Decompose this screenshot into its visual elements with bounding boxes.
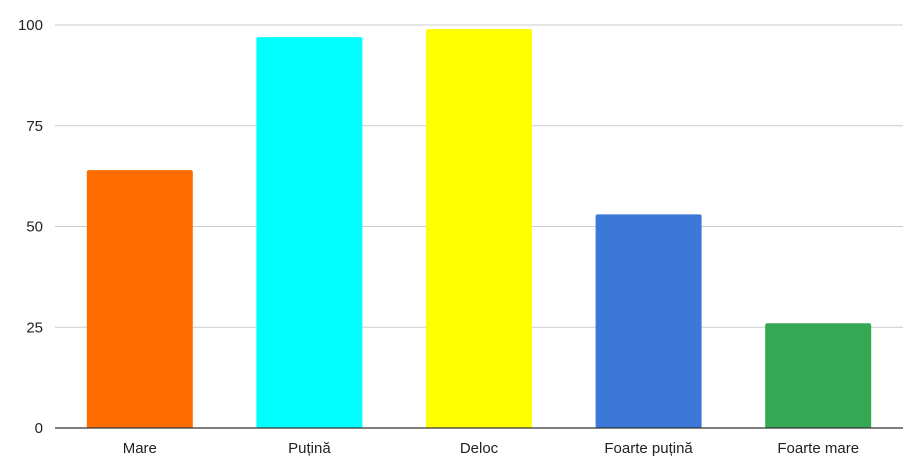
x-tick-label: Puțină (288, 440, 331, 457)
y-axis-ticks: 0 25 50 75 100 (18, 17, 43, 437)
x-axis-ticks: Mare Puțină Deloc Foarte puțină Foarte mare (123, 440, 859, 457)
y-tick-label: 50 (26, 219, 43, 236)
bar-foarte-mare (765, 323, 872, 428)
bar-deloc (426, 29, 532, 429)
x-tick-label: Mare (123, 440, 157, 457)
y-tick-label: 100 (18, 17, 43, 34)
x-tick-label: Foarte mare (777, 440, 859, 457)
y-tick-label: 25 (26, 319, 43, 336)
y-tick-label: 75 (26, 118, 43, 135)
x-tick-label: Deloc (460, 440, 499, 457)
bar-puțină (256, 37, 363, 429)
x-tick-label: Foarte puțină (604, 440, 693, 457)
bar-foarte-puțină (595, 214, 702, 428)
y-tick-label: 0 (35, 420, 43, 437)
bar-mare (86, 170, 193, 428)
bars (86, 29, 872, 429)
